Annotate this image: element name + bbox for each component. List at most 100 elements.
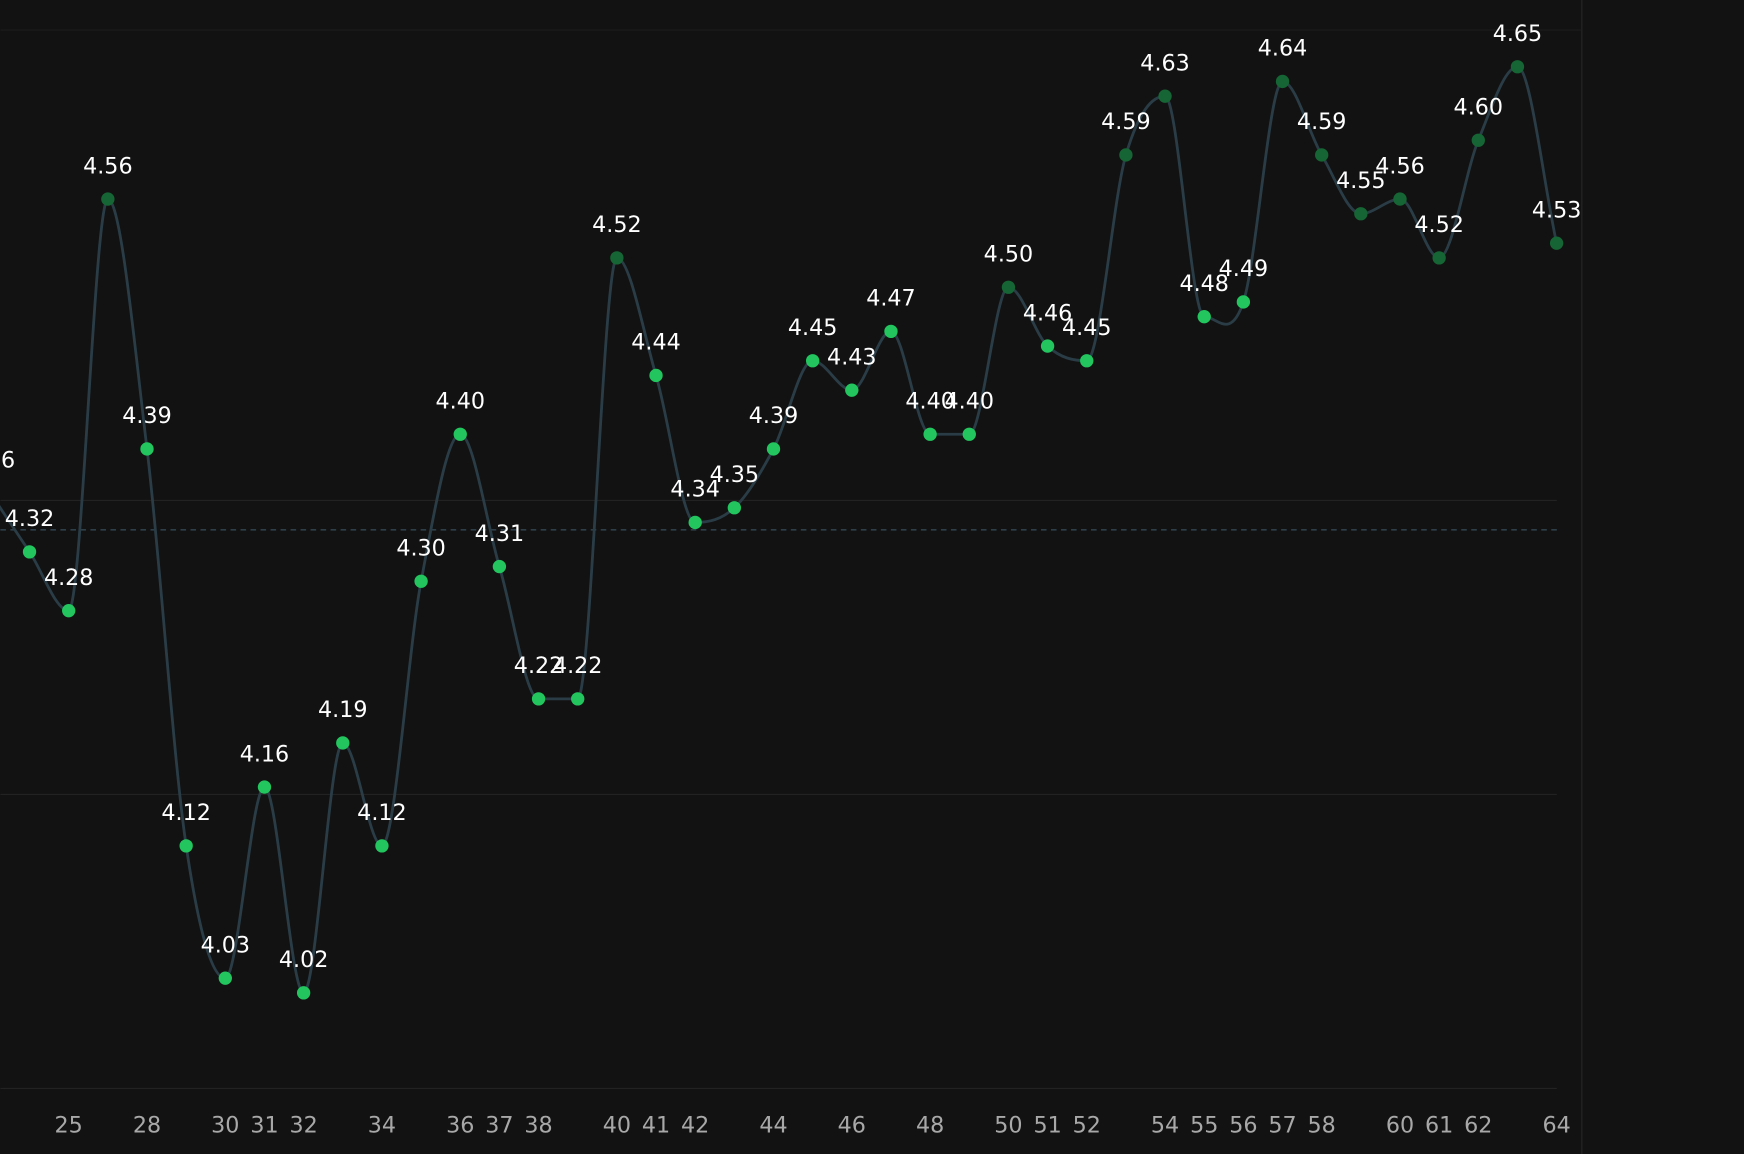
x-tick-label: 50 xyxy=(994,1113,1022,1139)
data-point xyxy=(1040,339,1055,353)
data-point xyxy=(1158,89,1172,103)
x-tick-label: 38 xyxy=(524,1113,552,1139)
data-point xyxy=(1197,309,1211,324)
x-tick-label: 64 xyxy=(1542,1113,1570,1139)
data-label: 4.45 xyxy=(788,315,837,341)
x-tick-label: 36 xyxy=(446,1113,474,1139)
x-tick-label: 62 xyxy=(1464,1113,1492,1139)
x-tick-label: 25 xyxy=(55,1113,83,1139)
x-tick-label: 48 xyxy=(916,1113,944,1139)
x-tick-label: 54 xyxy=(1151,1113,1179,1139)
data-point xyxy=(257,780,272,794)
data-point xyxy=(610,251,624,265)
data-point xyxy=(571,692,585,706)
data-point xyxy=(336,736,350,750)
data-label: 4.19 xyxy=(318,697,367,723)
data-label: 4.28 xyxy=(44,565,93,591)
data-point xyxy=(884,324,898,339)
data-point xyxy=(1432,251,1446,265)
data-label: 4.52 xyxy=(1414,212,1463,238)
data-label: 4.36 xyxy=(0,447,15,473)
data-point xyxy=(101,192,115,206)
data-label: 4.47 xyxy=(866,286,915,312)
data-label: 4.12 xyxy=(357,800,406,826)
data-label: 4.59 xyxy=(1101,109,1150,135)
data-label: 4.35 xyxy=(710,462,759,488)
data-point xyxy=(923,427,937,441)
x-tick-label: 34 xyxy=(368,1113,396,1139)
data-label: 4.50 xyxy=(984,242,1033,268)
data-point xyxy=(1236,295,1251,309)
data-label: 4.46 xyxy=(1023,300,1072,326)
x-tick-label: 40 xyxy=(603,1113,631,1139)
data-label: 4.02 xyxy=(279,947,328,973)
data-point xyxy=(375,839,389,853)
data-label: 4.03 xyxy=(201,932,250,958)
data-label: 4.31 xyxy=(475,521,524,547)
data-label: 4.32 xyxy=(5,506,54,532)
data-point xyxy=(1315,148,1329,162)
data-label: 4.43 xyxy=(827,344,876,370)
data-point xyxy=(296,986,311,1000)
data-point xyxy=(649,368,663,383)
data-point xyxy=(140,442,154,456)
x-tick-label: 56 xyxy=(1229,1113,1257,1139)
data-point xyxy=(22,545,37,559)
data-label: 4.39 xyxy=(749,403,798,429)
data-point xyxy=(1510,60,1525,74)
data-point xyxy=(179,839,193,853)
x-tick-label: 52 xyxy=(1073,1113,1101,1139)
data-point xyxy=(766,442,781,456)
line xyxy=(0,65,1558,995)
data-label: 4.52 xyxy=(592,212,641,238)
data-point xyxy=(805,354,820,368)
data-point xyxy=(688,515,702,530)
data-label: 4.48 xyxy=(1179,271,1228,297)
data-point xyxy=(1001,280,1016,294)
x-tick-label: 58 xyxy=(1308,1113,1336,1139)
data-label: 4.63 xyxy=(1140,50,1189,76)
x-tick-label: 28 xyxy=(133,1113,161,1139)
data-label: 4.40 xyxy=(436,389,485,415)
x-tick-label: 61 xyxy=(1425,1113,1453,1139)
data-label: 4.49 xyxy=(1219,256,1268,282)
data-label: 4.40 xyxy=(905,389,954,415)
data-label: 4.44 xyxy=(631,330,680,356)
data-label: 4.55 xyxy=(1336,168,1385,194)
data-label: 4.60 xyxy=(1454,95,1503,121)
data-point xyxy=(492,559,507,574)
data-point xyxy=(453,427,467,441)
x-tick-label: 55 xyxy=(1190,1113,1218,1139)
data-label: 4.22 xyxy=(553,653,602,679)
data-label: 4.12 xyxy=(161,800,210,826)
data-label: 4.45 xyxy=(1062,315,1111,341)
data-label: 4.56 xyxy=(1375,153,1424,179)
x-tick-label: 31 xyxy=(250,1113,278,1139)
x-tick-label: 51 xyxy=(1033,1113,1061,1139)
data-point xyxy=(1549,236,1564,250)
data-point xyxy=(218,971,232,985)
data-point xyxy=(1393,192,1407,206)
x-tick-label: 44 xyxy=(759,1113,787,1139)
data-label: 4.34 xyxy=(670,477,719,503)
data-point xyxy=(962,427,976,441)
data-point xyxy=(531,692,546,706)
data-point xyxy=(1080,354,1094,368)
data-label: 4.16 xyxy=(240,741,289,767)
x-tick-label: 46 xyxy=(838,1113,866,1139)
data-point xyxy=(1119,148,1133,162)
data-label: 4.39 xyxy=(122,403,171,429)
x-tick-label: 32 xyxy=(289,1113,317,1139)
data-point xyxy=(1471,133,1485,147)
data-label: 4.59 xyxy=(1297,109,1346,135)
x-tick-label: 57 xyxy=(1268,1113,1296,1139)
data-label: 4.64 xyxy=(1258,36,1307,62)
data-label: 4.53 xyxy=(1532,197,1581,223)
x-tick-label: 30 xyxy=(211,1113,239,1139)
data-point xyxy=(1275,74,1290,89)
x-tick-label: 37 xyxy=(485,1113,513,1139)
x-tick-label: 41 xyxy=(642,1113,670,1139)
x-tick-label: 42 xyxy=(681,1113,709,1139)
